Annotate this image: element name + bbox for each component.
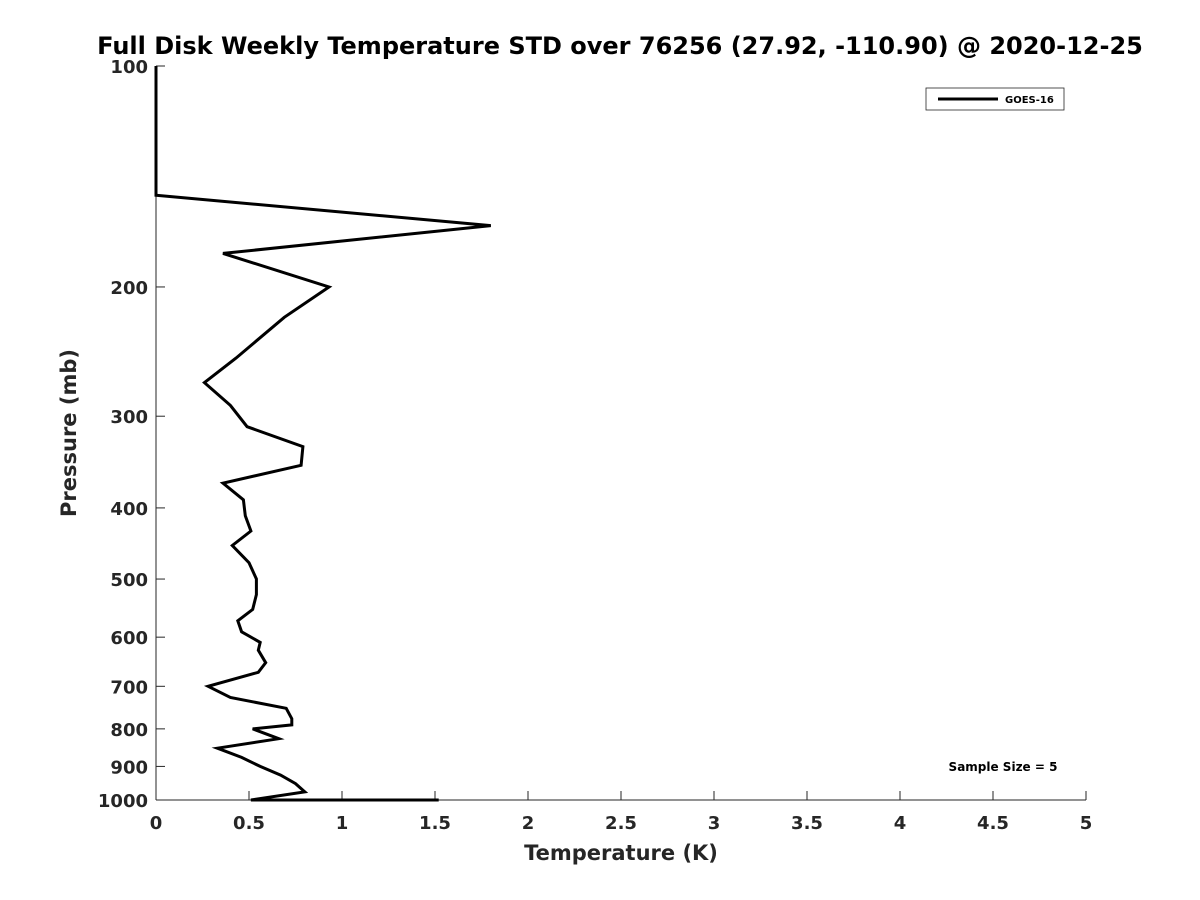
y-ticks: 100 200 300 400 500 600 700 800 900 1000	[98, 57, 165, 812]
x-axis-label: Temperature (K)	[524, 841, 718, 865]
y-tick-label: 400	[110, 499, 148, 520]
sample-size-annotation: Sample Size = 5	[949, 760, 1058, 774]
y-tick-label: 100	[110, 57, 148, 78]
y-tick-label: 500	[110, 570, 148, 591]
x-tick-label: 3	[708, 813, 721, 834]
y-tick-label: 700	[110, 677, 148, 698]
y-axis-label: Pressure (mb)	[57, 349, 81, 517]
legend-label-goes-16: GOES-16	[1005, 95, 1054, 106]
y-tick-label: 1000	[98, 791, 148, 812]
chart-title: Full Disk Weekly Temperature STD over 76…	[97, 32, 1143, 60]
plot-area	[155, 66, 1086, 801]
x-tick-label: 4.5	[977, 813, 1009, 834]
x-ticks: 0 0.5 1 1.5 2 2.5 3 3.5 4 4.5 5	[150, 791, 1093, 834]
x-tick-label: 0.5	[233, 813, 265, 834]
x-tick-label: 0	[150, 813, 163, 834]
y-tick-label: 900	[110, 757, 148, 778]
x-tick-label: 5	[1080, 813, 1093, 834]
x-tick-label: 1	[336, 813, 349, 834]
x-tick-label: 4	[894, 813, 907, 834]
series-line-goes-16	[154, 66, 491, 802]
y-tick-label: 200	[110, 278, 148, 299]
x-tick-label: 1.5	[419, 813, 451, 834]
y-tick-label: 800	[110, 720, 148, 741]
legend: GOES-16	[925, 87, 1065, 111]
x-tick-label: 3.5	[791, 813, 823, 834]
x-tick-label: 2	[522, 813, 535, 834]
series-layer	[154, 66, 491, 802]
y-tick-label: 600	[110, 628, 148, 649]
x-tick-label: 2.5	[605, 813, 637, 834]
y-tick-label: 300	[110, 407, 148, 428]
